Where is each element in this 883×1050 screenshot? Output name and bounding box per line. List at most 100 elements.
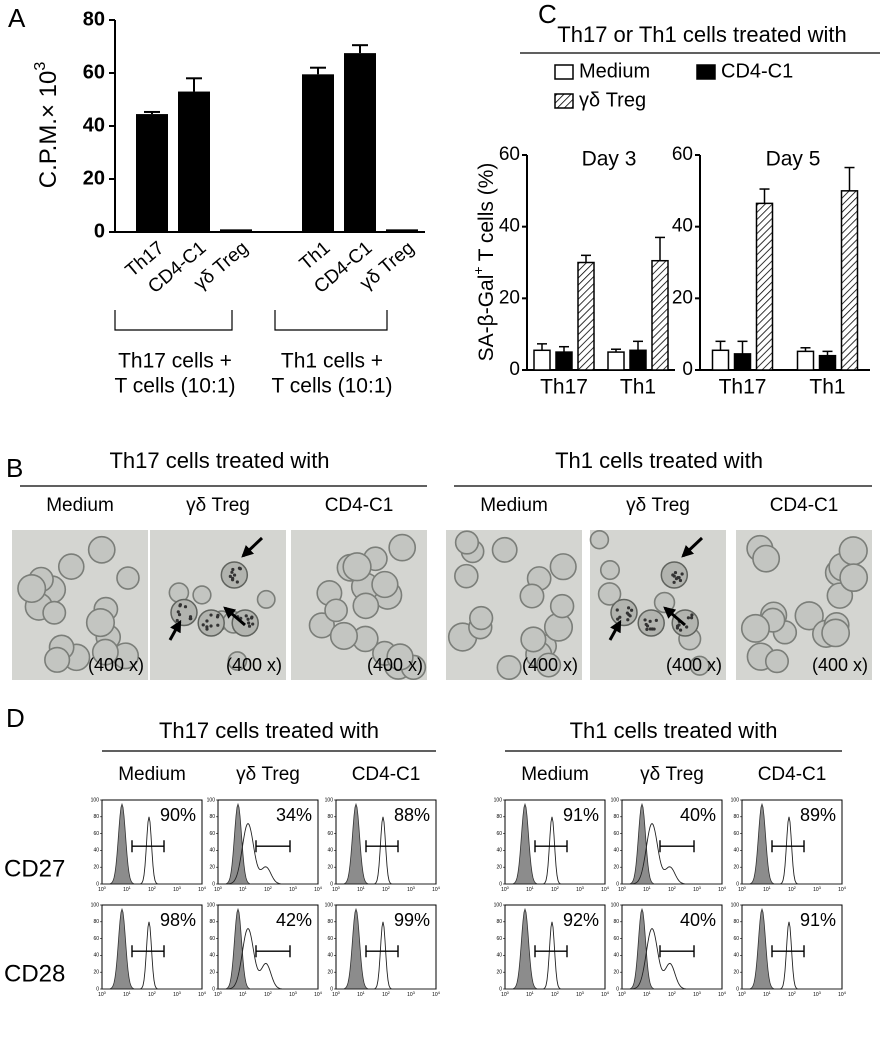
cell bbox=[386, 643, 414, 671]
hist-x-tick-base: 10 bbox=[357, 992, 363, 998]
stain-histogram bbox=[742, 921, 842, 990]
gate-marker bbox=[131, 840, 165, 853]
cell bbox=[352, 592, 380, 620]
chart-title: Day 3 bbox=[582, 148, 637, 171]
hist-x-tick-label: 104 bbox=[198, 885, 207, 893]
y-axis-label-sup: 3 bbox=[32, 62, 49, 71]
granule bbox=[176, 610, 180, 614]
hist-y-tick-label: 40 bbox=[733, 953, 739, 959]
hist-y-tick-label: 0 bbox=[736, 881, 739, 887]
panel-header: Th17 or Th1 cells treated with bbox=[557, 22, 846, 47]
cell bbox=[57, 553, 85, 580]
hist-y-tick-label: 80 bbox=[209, 814, 215, 820]
cell bbox=[496, 654, 522, 681]
granule bbox=[205, 625, 209, 629]
hist-y-tick-label: 60 bbox=[327, 936, 333, 942]
cell bbox=[17, 573, 47, 604]
error-bar bbox=[822, 350, 833, 356]
y-axis-label-text: SA-β-Gal bbox=[475, 275, 498, 362]
hist-x-tick-exponent: 2 bbox=[154, 885, 157, 890]
hist-x-tick-label: 101 bbox=[239, 885, 248, 893]
bar bbox=[533, 349, 551, 371]
hist-y-tick-label: 20 bbox=[327, 865, 333, 871]
hist-x-tick-label: 104 bbox=[198, 990, 207, 998]
hist-x-tick-label: 103 bbox=[173, 885, 182, 893]
percent-label: 98% bbox=[160, 910, 196, 930]
group-title: Th1 cells treated with bbox=[570, 718, 778, 743]
gate-marker bbox=[659, 945, 695, 958]
granule bbox=[230, 578, 235, 582]
hist-x-tick-base: 10 bbox=[332, 887, 338, 893]
hist-x-tick-label: 100 bbox=[98, 990, 107, 998]
y-tick-label: 20 bbox=[672, 287, 693, 308]
hist-y-tick-label: 100 bbox=[611, 797, 620, 803]
magnification-label: (400 x) bbox=[226, 655, 282, 675]
legend-label: Medium bbox=[579, 60, 650, 82]
hist-x-tick-base: 10 bbox=[123, 887, 129, 893]
hist-x-tick-exponent: 0 bbox=[624, 990, 627, 995]
hist-x-tick-base: 10 bbox=[718, 992, 724, 998]
hist-x-tick-exponent: 1 bbox=[129, 885, 132, 890]
apoptotic-cell bbox=[610, 598, 638, 627]
bar bbox=[344, 53, 376, 232]
stain-histogram bbox=[505, 921, 605, 990]
stain-histogram bbox=[102, 816, 202, 885]
granule bbox=[677, 623, 681, 627]
hist-x-tick-label: 103 bbox=[693, 885, 702, 893]
hist-x-tick-label: 100 bbox=[738, 990, 747, 998]
hist-x-tick-exponent: 2 bbox=[674, 885, 677, 890]
hist-x-tick-base: 10 bbox=[501, 887, 507, 893]
granule bbox=[175, 618, 179, 623]
hist-x-tick-base: 10 bbox=[432, 887, 438, 893]
hist-y-tick-label: 0 bbox=[499, 986, 502, 992]
hist-x-tick-label: 104 bbox=[718, 990, 727, 998]
hist-y-tick-label: 40 bbox=[496, 848, 502, 854]
x-tick-label: Th17 bbox=[719, 376, 767, 399]
percent-label: 89% bbox=[800, 805, 836, 825]
image-label: CD4-C1 bbox=[770, 495, 839, 516]
hist-x-tick-label: 104 bbox=[838, 990, 847, 998]
cell bbox=[599, 560, 621, 581]
column-label: Medium bbox=[118, 764, 186, 785]
hist-y-tick-label: 60 bbox=[613, 831, 619, 837]
hist-y-tick-label: 0 bbox=[616, 986, 619, 992]
hist-x-tick-base: 10 bbox=[838, 887, 844, 893]
hist-x-tick-exponent: 0 bbox=[338, 990, 341, 995]
hist-x-tick-label: 101 bbox=[763, 885, 772, 893]
hist-x-tick-label: 104 bbox=[432, 990, 441, 998]
gate-marker bbox=[534, 945, 568, 958]
cell bbox=[388, 533, 417, 562]
hist-x-tick-label: 100 bbox=[501, 885, 510, 893]
y-tick-label: 20 bbox=[83, 167, 105, 189]
cell bbox=[42, 600, 67, 625]
hist-x-tick-exponent: 4 bbox=[724, 990, 727, 995]
granule bbox=[205, 627, 209, 631]
y-axis-label-text: T cells (%) bbox=[475, 163, 498, 262]
cell bbox=[752, 544, 781, 573]
cell bbox=[838, 536, 868, 566]
hist-x-tick-label: 104 bbox=[601, 885, 610, 893]
legend-swatch bbox=[554, 64, 574, 80]
gate-marker bbox=[534, 840, 568, 853]
granule bbox=[616, 617, 620, 621]
hist-x-tick-label: 104 bbox=[601, 990, 610, 998]
hist-x-tick-label: 101 bbox=[526, 885, 535, 893]
hist-y-tick-label: 0 bbox=[212, 881, 215, 887]
bar bbox=[733, 353, 752, 371]
y-tick-label: 0 bbox=[682, 359, 693, 380]
hist-x-tick-exponent: 1 bbox=[245, 885, 248, 890]
hist-x-tick-label: 104 bbox=[314, 885, 323, 893]
hist-x-tick-base: 10 bbox=[173, 887, 179, 893]
granule bbox=[235, 580, 239, 584]
percent-label: 92% bbox=[563, 910, 599, 930]
bar bbox=[607, 351, 625, 371]
hist-x-tick-label: 102 bbox=[264, 885, 273, 893]
percent-label: 99% bbox=[394, 910, 430, 930]
hist-x-tick-base: 10 bbox=[264, 992, 270, 998]
error-bar bbox=[144, 110, 160, 115]
hist-x-tick-exponent: 2 bbox=[674, 990, 677, 995]
bar bbox=[136, 114, 168, 232]
hist-x-tick-exponent: 2 bbox=[388, 990, 391, 995]
y-tick-label: 60 bbox=[672, 144, 693, 165]
hist-x-tick-exponent: 1 bbox=[245, 990, 248, 995]
